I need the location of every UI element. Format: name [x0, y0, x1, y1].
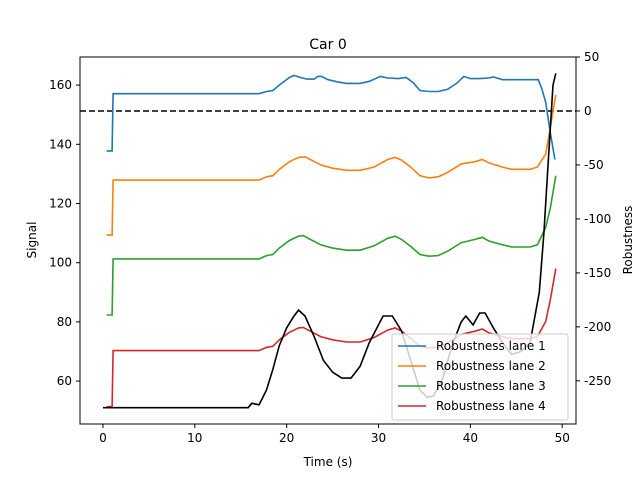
- legend-label-2: Robustness lane 2: [436, 359, 546, 373]
- legend-box: [391, 333, 569, 421]
- legend: Robustness lane 1 Robustness lane 2 Robust…: [391, 333, 569, 421]
- y-tick-label: 140: [49, 137, 72, 151]
- x-tick-label: 10: [187, 431, 202, 445]
- x-axis-label: Time (s): [303, 455, 353, 469]
- y2-tick-label: -150: [584, 266, 611, 280]
- y-tick-label: 80: [57, 315, 72, 329]
- plot-frame: [79, 56, 577, 425]
- robustness-lane-1-line: [106, 74, 556, 160]
- y-axis-left: 60 80 100 120 140 160: [49, 78, 80, 388]
- legend-label-1: Robustness lane 1: [436, 339, 546, 353]
- y-axis-label: Signal: [25, 222, 39, 259]
- y2-axis-label: Robustness: [621, 206, 635, 275]
- y2-tick-label: 0: [584, 104, 592, 118]
- y-tick-label: 100: [49, 256, 72, 270]
- y-axis-right: -250 -200 -150 -100 -50 0 50: [576, 50, 611, 388]
- robustness-lane-2-line: [106, 94, 557, 236]
- legend-label-4: Robustness lane 4: [436, 399, 546, 413]
- x-tick-label: 20: [279, 431, 294, 445]
- y2-tick-label: 50: [584, 50, 599, 64]
- x-axis: 0 10 20 30 40 50: [99, 424, 570, 445]
- x-tick-label: 50: [555, 431, 570, 445]
- y-tick-label: 120: [49, 197, 72, 211]
- y-tick-label: 160: [49, 78, 72, 92]
- x-tick-label: 40: [463, 431, 478, 445]
- x-tick-label: 30: [371, 431, 386, 445]
- y2-tick-label: -100: [584, 212, 611, 226]
- chart-title: Car 0: [309, 37, 346, 53]
- y2-tick-label: -200: [584, 320, 611, 334]
- y-tick-label: 60: [57, 374, 72, 388]
- legend-label-3: Robustness lane 3: [436, 379, 546, 393]
- y2-tick-label: -50: [584, 158, 604, 172]
- y2-tick-label: -250: [584, 374, 611, 388]
- robustness-lane-3-line: [106, 175, 557, 316]
- x-tick-label: 0: [99, 431, 107, 445]
